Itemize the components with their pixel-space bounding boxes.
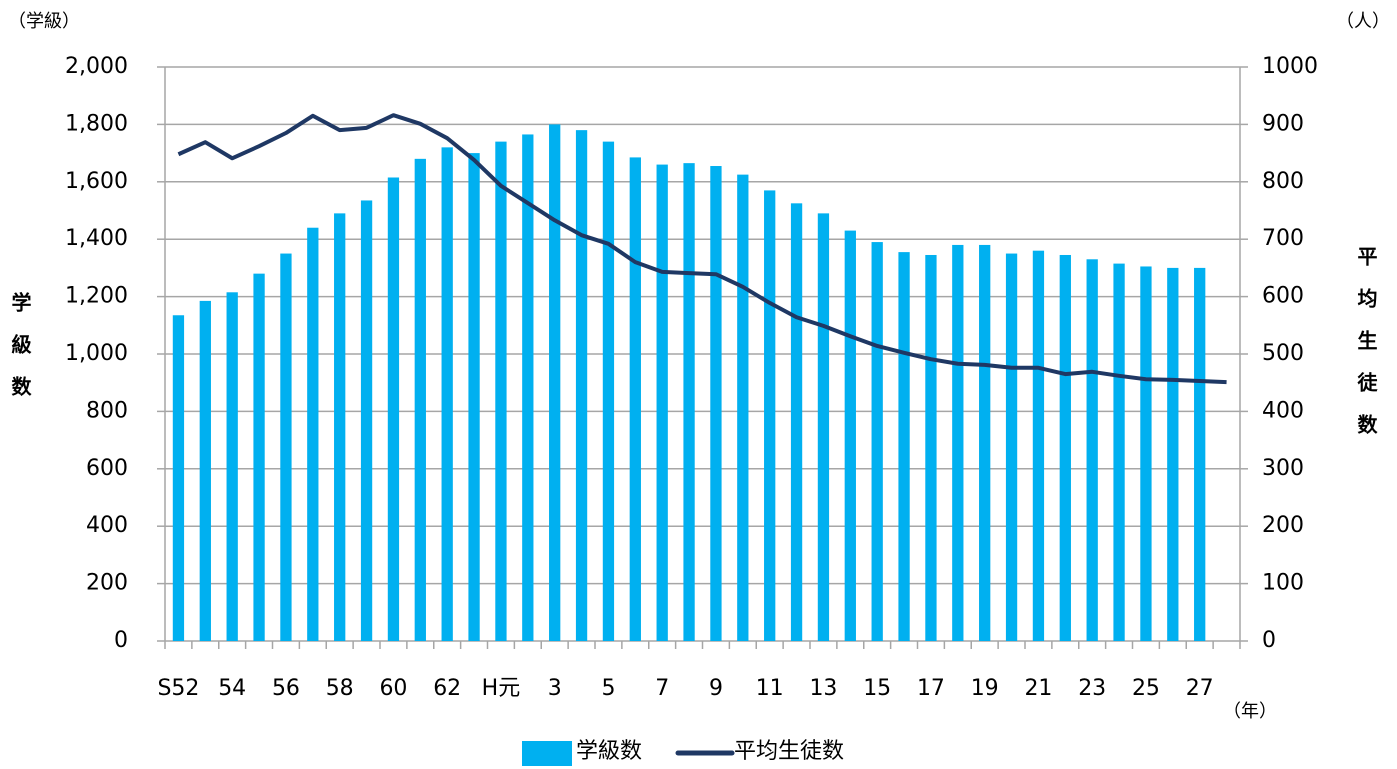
- bar: [1167, 267, 1179, 641]
- bar: [817, 213, 830, 641]
- bar: [629, 157, 641, 641]
- bar: [199, 300, 211, 641]
- bar: [172, 315, 185, 641]
- bar: [683, 163, 695, 641]
- x-tick-label: 27: [1186, 676, 1214, 701]
- x-tick-label: 5: [601, 676, 615, 701]
- bar: [1194, 267, 1206, 641]
- bar: [925, 254, 937, 642]
- bar: [737, 174, 749, 641]
- bar: [522, 134, 534, 641]
- bar: [656, 164, 668, 641]
- bar: [280, 253, 292, 642]
- line: [177, 113, 1227, 385]
- bar: [1113, 263, 1125, 641]
- y-unit: （学級）: [8, 11, 80, 32]
- y-axis-label: 学級数: [8, 292, 32, 418]
- x-tick-label: 60: [379, 676, 407, 701]
- y2-tick-label: 1000: [1262, 54, 1318, 79]
- x-tick-label: 54: [218, 676, 246, 701]
- bar: [360, 200, 373, 641]
- legend-label: 平均生徒数: [734, 739, 844, 764]
- y2-tick-label: 600: [1262, 284, 1304, 309]
- y2-tick-label: 100: [1262, 571, 1304, 596]
- y2-tick-label: 900: [1262, 111, 1304, 136]
- y2-tick-label: 700: [1262, 226, 1304, 251]
- x-tick-label: 62: [433, 676, 461, 701]
- y-tick-label: 0: [114, 628, 128, 653]
- y2-tick-label: 300: [1262, 456, 1304, 481]
- bar: [1140, 266, 1152, 641]
- bar: [253, 273, 265, 641]
- y-tick-label: 200: [86, 571, 128, 596]
- legend-label: 学級数: [576, 739, 642, 764]
- bar: [952, 244, 964, 641]
- y2-tick-label: 400: [1262, 398, 1304, 423]
- bar: [1005, 253, 1018, 642]
- y-tick-label: 1,800: [65, 111, 128, 136]
- y-tick-label: 600: [86, 456, 128, 481]
- y2-tick-label: 200: [1262, 513, 1304, 538]
- y2-unit: （人）: [1336, 11, 1390, 32]
- x-tick-label: 58: [326, 676, 354, 701]
- bar: [1032, 250, 1045, 641]
- y-tick-label: 800: [86, 398, 128, 423]
- y-tick-label: 1,400: [65, 226, 128, 251]
- y2-tick-label: 800: [1262, 169, 1304, 194]
- y-tick-label: 400: [86, 513, 128, 538]
- bar: [1059, 254, 1071, 642]
- bar: [898, 252, 910, 642]
- bar: [1086, 259, 1098, 641]
- bar: [710, 166, 722, 641]
- y-tick-label: 1,600: [65, 169, 128, 194]
- bar: [468, 153, 480, 641]
- bar: [844, 230, 856, 641]
- bar: [602, 141, 615, 641]
- x-tick-label: 9: [709, 676, 723, 701]
- bar: [441, 147, 453, 642]
- x-tick-label: 13: [809, 676, 837, 701]
- y2-tick-label: 0: [1262, 628, 1276, 653]
- x-tick-label: 7: [655, 676, 669, 701]
- bar: [334, 213, 346, 641]
- x-tick-label: 23: [1078, 676, 1106, 701]
- y-tick-label: 2,000: [65, 54, 128, 79]
- y2-axis-label: 平均生徒数: [1354, 246, 1378, 456]
- x-tick-label: 15: [863, 676, 891, 701]
- x-tick-label: S52: [157, 676, 199, 701]
- x-tick-label: 17: [917, 676, 945, 701]
- y2-tick-label: 500: [1262, 341, 1304, 366]
- bar: [495, 141, 507, 641]
- bar: [575, 130, 588, 641]
- bar: [549, 124, 561, 641]
- x-tick-label: 25: [1132, 676, 1160, 701]
- bar: [226, 292, 238, 641]
- bar: [764, 190, 776, 641]
- legend-swatch: [522, 741, 572, 766]
- x-tick-label: 21: [1024, 676, 1052, 701]
- y-tick-label: 1,200: [65, 284, 128, 309]
- x-tick-label: 56: [272, 676, 300, 701]
- x-tick-label: H元: [482, 676, 521, 701]
- x-tick-label: 19: [971, 676, 999, 701]
- y-tick-label: 1,000: [65, 341, 128, 366]
- x-tick-label: 11: [756, 676, 784, 701]
- bar: [387, 177, 400, 641]
- bar: [790, 203, 803, 641]
- x-tick-label: 3: [548, 676, 562, 701]
- bar: [414, 158, 426, 641]
- bar: [307, 227, 319, 641]
- bar: [871, 242, 883, 641]
- x-unit: （年）: [1223, 701, 1277, 722]
- bar: [979, 244, 991, 641]
